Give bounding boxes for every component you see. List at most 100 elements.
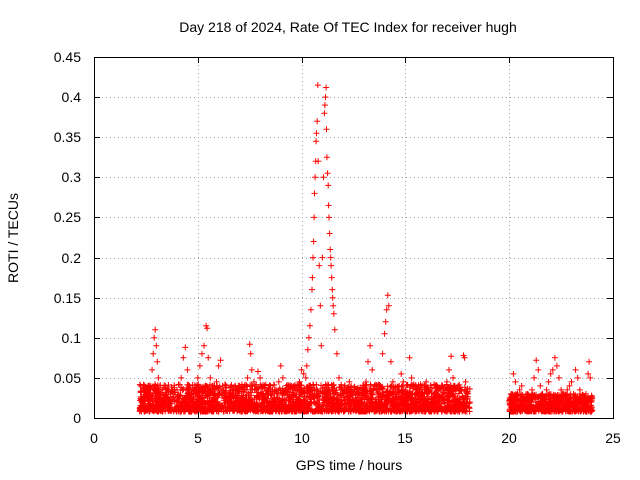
data-point bbox=[255, 368, 261, 375]
baseline-point bbox=[248, 404, 255, 411]
baseline-point bbox=[262, 408, 269, 415]
data-point bbox=[566, 382, 573, 389]
baseline-point bbox=[392, 383, 399, 390]
data-point bbox=[371, 382, 378, 389]
baseline-point bbox=[351, 386, 358, 393]
data-point bbox=[551, 354, 558, 361]
data-point bbox=[215, 362, 222, 369]
baseline-point bbox=[156, 396, 163, 403]
data-point bbox=[450, 374, 457, 381]
baseline-point bbox=[366, 387, 373, 394]
data-point bbox=[529, 386, 535, 393]
baseline-point bbox=[229, 391, 236, 398]
baseline-point bbox=[384, 398, 391, 405]
data-point bbox=[314, 82, 321, 89]
baseline-point bbox=[385, 395, 392, 401]
baseline-point bbox=[382, 407, 389, 414]
data-point bbox=[328, 274, 335, 281]
data-point bbox=[580, 399, 587, 405]
data-point bbox=[346, 378, 353, 385]
data-point bbox=[288, 382, 295, 389]
baseline-point bbox=[240, 392, 247, 399]
data-point bbox=[375, 390, 382, 397]
data-point bbox=[316, 262, 323, 269]
data-point bbox=[267, 382, 274, 389]
baseline-point bbox=[392, 394, 399, 401]
data-point bbox=[271, 394, 278, 401]
data-point bbox=[211, 390, 218, 397]
baseline-point bbox=[234, 392, 241, 399]
data-point bbox=[402, 386, 409, 393]
data-point bbox=[292, 399, 299, 405]
data-point bbox=[400, 378, 407, 385]
data-point bbox=[389, 378, 396, 385]
data-point bbox=[184, 366, 191, 373]
data-point bbox=[381, 330, 388, 337]
baseline-point bbox=[337, 384, 344, 390]
data-point bbox=[201, 342, 207, 349]
data-point bbox=[323, 154, 330, 161]
data-point bbox=[219, 382, 226, 389]
data-point bbox=[232, 399, 239, 405]
baseline-point bbox=[550, 395, 557, 402]
baseline-point bbox=[299, 390, 306, 397]
baseline-point bbox=[546, 399, 553, 406]
baseline-point bbox=[275, 387, 282, 394]
baseline-point bbox=[304, 389, 311, 396]
baseline-point bbox=[170, 394, 177, 401]
data-point bbox=[325, 182, 332, 189]
baseline-point bbox=[553, 400, 560, 407]
baseline-point bbox=[326, 399, 333, 406]
data-point bbox=[446, 366, 452, 373]
data-point bbox=[406, 354, 413, 361]
baseline-point bbox=[555, 407, 562, 414]
data-point bbox=[178, 374, 185, 381]
baseline-point bbox=[566, 403, 573, 410]
data-point bbox=[383, 306, 390, 313]
data-point bbox=[431, 390, 438, 397]
baseline-point bbox=[381, 392, 388, 399]
baseline-point bbox=[531, 392, 538, 399]
baseline-point bbox=[162, 382, 169, 389]
baseline-point bbox=[448, 405, 454, 412]
baseline-point bbox=[315, 401, 322, 408]
x-tick-label: 15 bbox=[397, 430, 413, 446]
data-point bbox=[329, 294, 336, 301]
baseline-point bbox=[580, 391, 586, 398]
baseline-point bbox=[267, 401, 274, 408]
data-point bbox=[213, 378, 220, 385]
data-point bbox=[410, 382, 417, 389]
baseline-point bbox=[241, 405, 248, 411]
baseline-point bbox=[401, 407, 408, 414]
data-point bbox=[284, 390, 291, 397]
baseline-point bbox=[445, 392, 452, 399]
data-point bbox=[204, 325, 211, 332]
baseline-point bbox=[365, 395, 372, 402]
baseline-point bbox=[194, 404, 201, 411]
data-point bbox=[327, 254, 334, 261]
data-point bbox=[331, 326, 338, 333]
baseline-point bbox=[143, 390, 150, 397]
data-point bbox=[190, 394, 197, 401]
data-point bbox=[558, 386, 565, 393]
baseline-point bbox=[363, 403, 370, 410]
baseline-point bbox=[415, 407, 422, 414]
data-point bbox=[342, 394, 349, 401]
baseline-point bbox=[368, 390, 375, 397]
baseline-point bbox=[203, 383, 210, 389]
baseline-point bbox=[317, 407, 324, 414]
baseline-point bbox=[387, 390, 394, 397]
baseline-point bbox=[318, 382, 324, 389]
baseline-point bbox=[345, 396, 352, 403]
baseline-point bbox=[232, 383, 239, 390]
data-point bbox=[136, 405, 143, 412]
data-point bbox=[205, 354, 212, 361]
baseline-point bbox=[330, 381, 337, 388]
data-point bbox=[516, 386, 523, 393]
baseline-point bbox=[254, 392, 261, 399]
data-point bbox=[352, 394, 359, 401]
data-point bbox=[217, 357, 224, 364]
data-point bbox=[585, 370, 592, 377]
baseline-point bbox=[329, 408, 335, 415]
baseline-point bbox=[444, 405, 451, 412]
